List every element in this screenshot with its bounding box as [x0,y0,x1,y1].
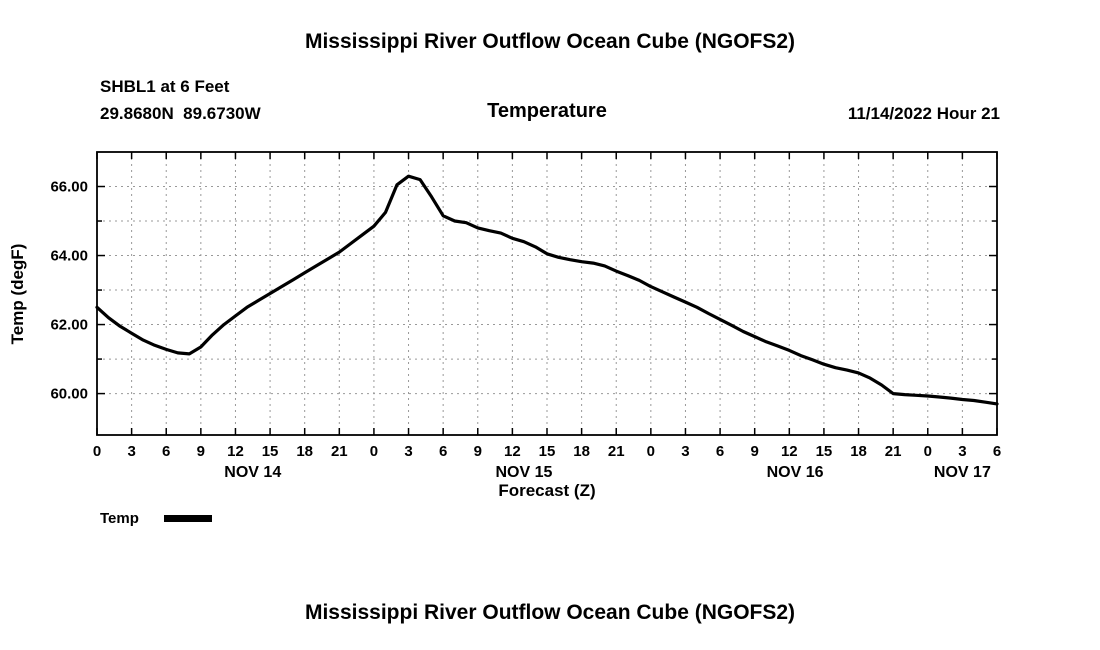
x-tick-label: 12 [227,443,244,460]
x-tick-label: 6 [993,443,1001,460]
x-tick-label: 0 [924,443,932,460]
next-page-title: Mississippi River Outflow Ocean Cube (NG… [304,601,796,624]
x-tick-label: 18 [573,443,590,460]
day-label: NOV 17 [934,464,991,481]
day-label: NOV 16 [767,464,824,481]
x-tick-label: 15 [262,443,279,460]
x-tick-label: 12 [504,443,521,460]
day-label: NOV 15 [495,464,552,481]
temperature-line-chart: 0 3 6 9 12 15 18 21 0 3 6 9 12 15 18 21 0 3 6 9 12 15 18 21 0 3 66… [50,151,1001,481]
x-tick-label: 18 [850,443,867,460]
x-tick-label: 3 [404,443,412,460]
y-tick-label: 66.00 [50,179,88,196]
x-tick-label: 18 [296,443,313,460]
y-tick-label: 60.00 [50,386,88,403]
x-tick-label: 0 [647,443,655,460]
day-label: NOV 14 [224,464,281,481]
x-tick-label: 6 [439,443,447,460]
page-title: Mississippi River Outflow Ocean Cube (NG… [304,30,796,53]
station-label: SHBL1 at 6 Feet [100,77,230,96]
temp-line [95,174,999,406]
y-tick-label: 64.00 [50,248,88,265]
x-tick-label: 15 [816,443,833,460]
coordinates-label: 29.8680N 89.6730W [100,104,261,123]
x-tick-label: 21 [608,443,625,460]
legend-label: Temp [100,510,139,527]
x-tick-label: 21 [885,443,902,460]
y-tick-label: 62.00 [50,317,88,334]
x-tick-label: 21 [331,443,348,460]
run-time-label: 11/14/2022 Hour 21 [847,104,1000,123]
x-tick-label: 0 [370,443,378,460]
x-tick-label: 6 [162,443,170,460]
x-tick-label: 3 [127,443,135,460]
plot-frame [96,151,998,436]
x-tick-label: 9 [197,443,205,460]
x-tick-label: 15 [539,443,556,460]
legend-line-swatch [164,515,212,522]
x-tick-label: 3 [958,443,966,460]
x-axis-label: Forecast (Z) [498,481,596,500]
x-tick-label: 9 [751,443,759,460]
x-tick-label: 9 [474,443,482,460]
x-tick-label: 6 [716,443,724,460]
plot-title: Temperature [487,100,607,122]
x-tick-label: 12 [781,443,798,460]
x-tick-label: 0 [93,443,101,460]
x-tick-label: 3 [681,443,689,460]
